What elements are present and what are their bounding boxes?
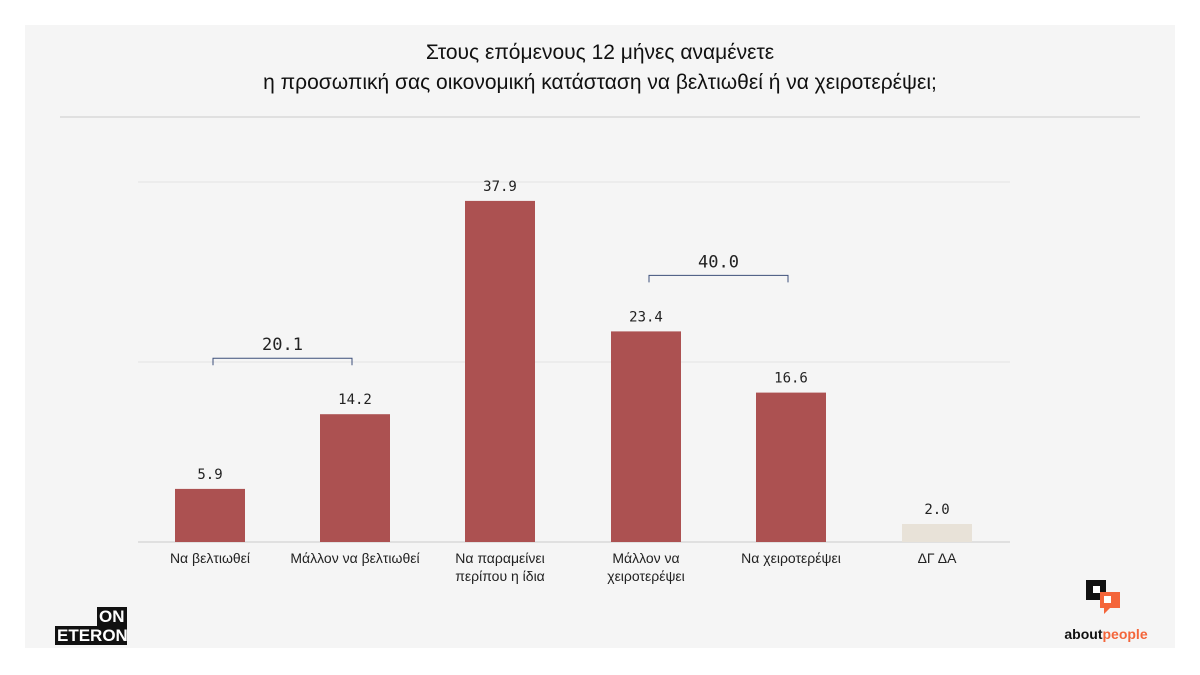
data-label: 23.4 xyxy=(629,309,663,325)
sum-label: 20.1 xyxy=(262,335,303,355)
sum-label: 40.0 xyxy=(698,252,739,272)
bar xyxy=(320,414,390,542)
eteron-logo: ON ETERON xyxy=(55,607,128,645)
category-label: Μάλλον να xyxy=(612,550,679,566)
category-label: ΔΓ ΔΑ xyxy=(918,550,958,566)
logo-about-text: about xyxy=(1064,626,1103,642)
bar xyxy=(175,488,245,542)
data-label: 16.6 xyxy=(774,371,808,387)
title-line-2: η προσωπική σας οικονομική κατάσταση να … xyxy=(263,71,937,94)
chart-panel xyxy=(25,25,1175,648)
logo-eteron-text: ETERON xyxy=(55,626,128,645)
category-label: χειροτερέψει xyxy=(607,568,685,584)
category-label: περίπου η ίδια xyxy=(455,568,545,584)
category-label: Να χειροτερέψει xyxy=(741,550,841,566)
aboutpeople-logo: aboutpeople xyxy=(1060,580,1152,642)
sum-bracket xyxy=(648,274,789,283)
category-label: Μάλλον να βελτιωθεί xyxy=(290,550,419,566)
data-label: 2.0 xyxy=(924,502,949,518)
title-divider xyxy=(60,116,1140,118)
data-label: 5.9 xyxy=(197,467,222,483)
sum-bracket xyxy=(212,357,353,366)
bar xyxy=(756,392,826,542)
category-label: Να βελτιωθεί xyxy=(170,550,250,566)
bar xyxy=(465,200,535,542)
title-line-1: Στους επόμενους 12 μήνες αναμένετε xyxy=(425,41,775,64)
logo-on-text: ON xyxy=(97,607,127,626)
data-label: 37.9 xyxy=(483,179,517,195)
bar xyxy=(611,331,681,542)
chart-title: Στους επόμενους 12 μήνες αναμένετε η προ… xyxy=(0,38,1200,98)
bar xyxy=(902,524,972,542)
category-label: Να παραμείνει xyxy=(455,550,544,566)
speech-bubbles-icon xyxy=(1086,580,1120,614)
data-label: 14.2 xyxy=(338,392,372,408)
logo-people-text: people xyxy=(1102,626,1148,642)
